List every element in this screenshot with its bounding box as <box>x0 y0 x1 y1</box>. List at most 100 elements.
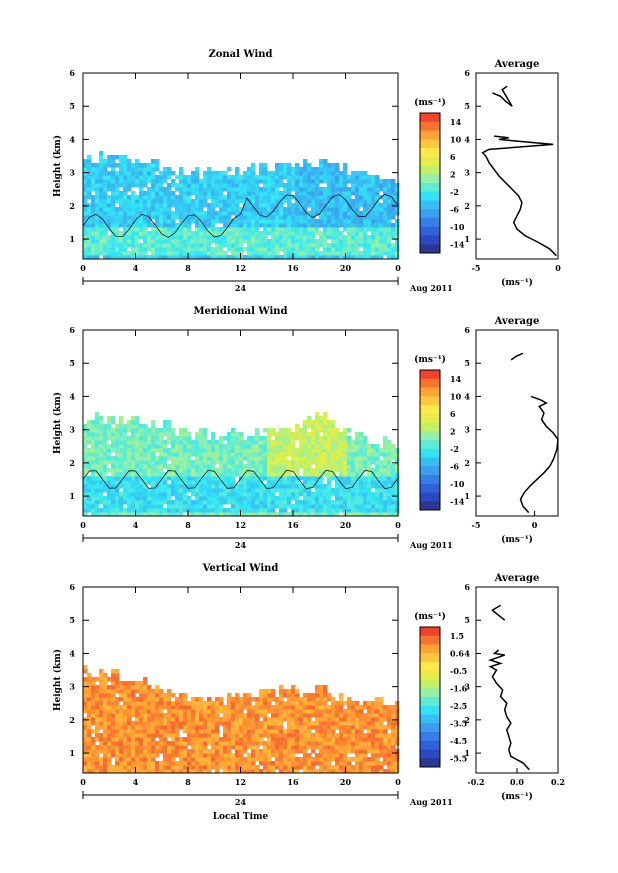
heatmap-cell <box>147 171 152 176</box>
heatmap-cell <box>243 765 248 770</box>
heatmap-cell <box>159 456 164 461</box>
heatmap-cell <box>303 191 308 196</box>
heatmap-cell <box>327 733 332 738</box>
heatmap-cell <box>307 452 312 457</box>
heatmap-cell <box>295 737 300 742</box>
heatmap-cell <box>223 737 228 742</box>
heatmap-cell <box>91 247 96 252</box>
heatmap-cell <box>83 239 88 244</box>
heatmap-cell <box>239 769 244 774</box>
heatmap-cell <box>387 239 392 244</box>
heatmap-cell <box>299 207 304 212</box>
heatmap-cell <box>259 239 264 244</box>
heatmap-cell <box>167 733 172 738</box>
heatmap-cell <box>251 709 256 714</box>
heatmap-cell <box>351 448 356 453</box>
heatmap-cell <box>147 472 152 477</box>
heatmap-cell <box>267 211 272 216</box>
heatmap-cell <box>203 701 208 706</box>
heatmap-cell <box>215 496 220 501</box>
heatmap-cell <box>347 251 352 256</box>
heatmap-cell <box>111 476 116 481</box>
heatmap-cell <box>159 693 164 698</box>
heatmap-cell <box>391 179 396 184</box>
heatmap-cell <box>355 175 360 180</box>
heatmap-cell <box>335 456 340 461</box>
heatmap-cell <box>327 705 332 710</box>
heatmap-cell <box>239 183 244 188</box>
heatmap-cell <box>279 179 284 184</box>
heatmap-cell <box>151 251 156 256</box>
heatmap-cell <box>315 440 320 445</box>
heatmap-cell <box>203 235 208 240</box>
heatmap-cell <box>167 424 172 429</box>
heatmap-cell <box>227 508 232 513</box>
heatmap-cell <box>167 689 172 694</box>
heatmap-cell <box>327 207 332 212</box>
heatmap-cell <box>331 456 336 461</box>
heatmap-cell <box>303 432 308 437</box>
heatmap-cell <box>103 480 108 485</box>
heatmap-cell <box>171 243 176 248</box>
heatmap-cell <box>295 436 300 441</box>
heatmap-cell <box>139 496 144 501</box>
heatmap-cell <box>307 460 312 465</box>
heatmap-cell <box>287 444 292 449</box>
heatmap-cell <box>235 733 240 738</box>
heatmap-cell <box>339 195 344 200</box>
heatmap-cell <box>307 496 312 501</box>
heatmap-cell <box>279 195 284 200</box>
colorbar-segment <box>420 226 440 236</box>
heatmap-cell <box>103 741 108 746</box>
heatmap-cell <box>143 231 148 236</box>
heatmap-cell <box>171 749 176 754</box>
heatmap-cell <box>95 424 100 429</box>
heatmap-cell <box>363 227 368 232</box>
heatmap-cell <box>371 239 376 244</box>
heatmap-cell <box>363 460 368 465</box>
heatmap-cell <box>155 717 160 722</box>
heatmap-cell <box>211 741 216 746</box>
heatmap-cell <box>119 219 124 224</box>
heatmap-cell <box>167 769 172 774</box>
heatmap-cell <box>87 713 92 718</box>
heatmap-cell <box>171 464 176 469</box>
heatmap-cell <box>95 476 100 481</box>
heatmap-cell <box>219 500 224 505</box>
heatmap-cell <box>155 468 160 473</box>
heatmap-cell <box>327 440 332 445</box>
heatmap-cell <box>143 444 148 449</box>
heatmap-cell <box>259 512 264 517</box>
heatmap-cell <box>315 769 320 774</box>
heatmap-cell <box>135 468 140 473</box>
heatmap-cell <box>331 745 336 750</box>
heatmap-cell <box>355 255 360 260</box>
heatmap-cell <box>303 159 308 164</box>
heatmap-cell <box>83 464 88 469</box>
heatmap-cell <box>131 741 136 746</box>
heatmap-cell <box>99 428 104 433</box>
heatmap-cell <box>167 239 172 244</box>
heatmap-cell <box>223 761 228 766</box>
heatmap-cell <box>331 472 336 477</box>
heatmap-cell <box>359 496 364 501</box>
heatmap-cell <box>287 504 292 509</box>
heatmap-cell <box>139 512 144 517</box>
heatmap-cell <box>315 496 320 501</box>
heatmap-cell <box>351 235 356 240</box>
heatmap-cell <box>183 701 188 706</box>
heatmap-cell <box>227 227 232 232</box>
heatmap-cell <box>179 504 184 509</box>
heatmap-cell <box>167 191 172 196</box>
heatmap-cell <box>351 701 356 706</box>
heatmap-cell <box>87 693 92 698</box>
heatmap-cell <box>111 436 116 441</box>
heatmap-cell <box>271 444 276 449</box>
heatmap-cell <box>391 480 396 485</box>
heatmap-cell <box>231 761 236 766</box>
heatmap-cell <box>203 737 208 742</box>
heatmap-cell <box>223 733 228 738</box>
heatmap-cell <box>91 717 96 722</box>
heatmap-cell <box>123 725 128 730</box>
heatmap-cell <box>175 440 180 445</box>
